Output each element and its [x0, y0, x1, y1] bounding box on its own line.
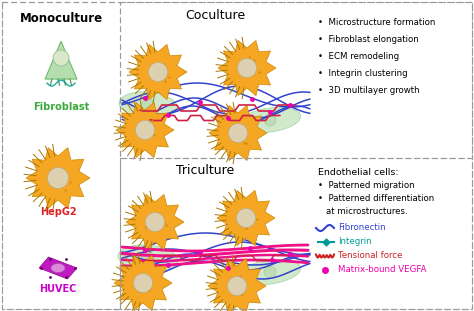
Polygon shape [26, 148, 90, 208]
Circle shape [228, 276, 246, 295]
Text: •  3D multilayer growth: • 3D multilayer growth [318, 86, 419, 95]
Polygon shape [45, 41, 77, 79]
Circle shape [47, 167, 69, 188]
Text: •  Integrin clustering: • Integrin clustering [318, 69, 408, 78]
Circle shape [228, 123, 247, 143]
Polygon shape [218, 40, 276, 95]
Polygon shape [129, 44, 187, 100]
Text: Fibronectin: Fibronectin [338, 224, 386, 233]
Polygon shape [114, 255, 172, 311]
Polygon shape [39, 257, 77, 279]
Text: •  Microstructure formation: • Microstructure formation [318, 18, 436, 27]
Ellipse shape [118, 245, 178, 271]
Ellipse shape [239, 107, 301, 133]
Circle shape [142, 252, 155, 264]
Text: HUVEC: HUVEC [39, 284, 77, 294]
Text: Matrix-bound VEGFA: Matrix-bound VEGFA [338, 266, 427, 275]
Circle shape [237, 58, 256, 78]
Text: HepG2: HepG2 [40, 207, 76, 217]
Bar [120, 158, 472, 309]
Text: Triculture: Triculture [176, 164, 234, 177]
Circle shape [148, 63, 168, 81]
Text: Coculture: Coculture [185, 9, 245, 22]
Text: •  Patterned differentiation: • Patterned differentiation [318, 194, 434, 203]
Text: Integrin: Integrin [338, 238, 372, 247]
Circle shape [53, 50, 69, 66]
Ellipse shape [119, 92, 177, 118]
Circle shape [237, 208, 255, 228]
Polygon shape [217, 190, 275, 246]
Circle shape [264, 266, 276, 278]
Text: •  ECM remodeling: • ECM remodeling [318, 52, 399, 61]
Circle shape [142, 99, 155, 112]
Text: •  Fibroblast elongation: • Fibroblast elongation [318, 35, 419, 44]
Text: Tensional force: Tensional force [338, 252, 402, 261]
Bar [2, 2, 120, 309]
Bar [120, 2, 472, 158]
Polygon shape [126, 194, 184, 250]
Polygon shape [209, 105, 267, 160]
Polygon shape [116, 102, 174, 158]
Ellipse shape [239, 259, 301, 285]
Circle shape [133, 273, 153, 293]
Text: Endothelial cells:: Endothelial cells: [318, 168, 399, 177]
Polygon shape [208, 258, 266, 311]
Circle shape [146, 212, 164, 232]
Circle shape [264, 114, 276, 126]
Text: Monoculture: Monoculture [19, 12, 102, 25]
Text: Fibroblast: Fibroblast [33, 102, 89, 112]
Ellipse shape [51, 263, 65, 272]
Text: at microstructures.: at microstructures. [326, 207, 408, 216]
Circle shape [136, 120, 155, 140]
Text: •  Patterned migration: • Patterned migration [318, 181, 415, 190]
